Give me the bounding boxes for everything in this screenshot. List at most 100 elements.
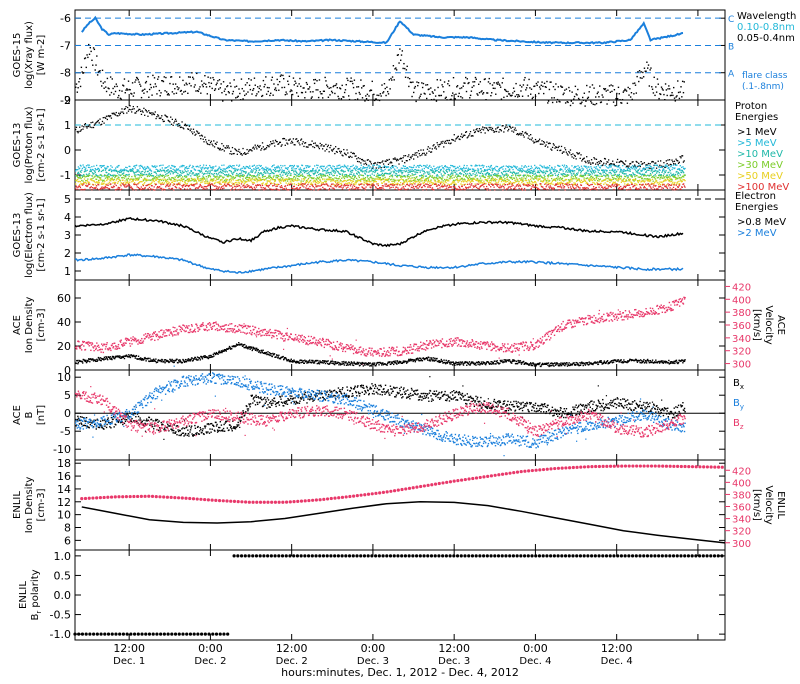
xray-short-series-point bbox=[565, 102, 566, 103]
xray-short-series-point bbox=[556, 101, 557, 102]
proton-series-2-point bbox=[181, 175, 182, 176]
proton-series-3-point bbox=[430, 175, 431, 176]
proton-series-3-point bbox=[82, 180, 83, 181]
proton-series-1-point bbox=[279, 167, 280, 168]
proton-series-0-point bbox=[192, 133, 193, 134]
proton-series-1-point bbox=[129, 166, 130, 167]
proton-series-1-point bbox=[591, 168, 592, 169]
proton-series-0-point bbox=[634, 164, 635, 165]
proton-series-3-point bbox=[558, 176, 559, 177]
proton-series-4-point bbox=[91, 179, 92, 180]
proton-series-1-point bbox=[512, 169, 513, 170]
proton-series-2-point bbox=[327, 169, 328, 170]
proton-series-0-point bbox=[593, 162, 594, 163]
proton-series-2-point bbox=[373, 171, 374, 172]
proton-series-4-point bbox=[419, 182, 420, 183]
proton-series-0-point bbox=[362, 159, 363, 160]
xray-short-series-point bbox=[316, 89, 317, 90]
xray-short-series-point bbox=[450, 99, 451, 100]
proton-series-4-point bbox=[225, 181, 226, 182]
proton-series-2-point bbox=[306, 170, 307, 171]
proton-series-0-point bbox=[447, 140, 448, 141]
proton-series-0-point bbox=[200, 138, 201, 139]
proton-series-0-point bbox=[424, 153, 425, 154]
xray-short-series-point bbox=[165, 77, 166, 78]
proton-series-0-point bbox=[189, 126, 190, 127]
xray-short-series-point bbox=[85, 57, 86, 58]
proton-series-0-point bbox=[330, 145, 331, 146]
proton-series-2-point bbox=[359, 174, 360, 175]
proton-series-2-point bbox=[558, 174, 559, 175]
proton-series-2-point bbox=[83, 174, 84, 175]
proton-series-3-point bbox=[95, 175, 96, 176]
proton-series-1-point bbox=[219, 167, 220, 168]
proton-series-3-point bbox=[431, 177, 432, 178]
proton-series-1-point bbox=[195, 170, 196, 171]
proton-series-4-point bbox=[198, 178, 199, 179]
proton-series-1-point bbox=[231, 167, 232, 168]
proton-series-3-point bbox=[598, 176, 599, 177]
proton-series-1-point bbox=[423, 165, 424, 166]
proton-series-3-point bbox=[231, 178, 232, 179]
proton-series-1-point bbox=[530, 168, 531, 169]
proton-series-3-point bbox=[345, 176, 346, 177]
proton-series-2-point bbox=[361, 170, 362, 171]
proton-series-4-point bbox=[250, 179, 251, 180]
proton-series-1-point bbox=[212, 166, 213, 167]
xray-short-series-point bbox=[342, 85, 343, 86]
proton-series-4-point bbox=[260, 178, 261, 179]
proton-series-4-point bbox=[106, 180, 107, 181]
xray-short-series-point bbox=[608, 99, 609, 100]
proton-series-2-point bbox=[219, 172, 220, 173]
proton-series-2-point bbox=[611, 173, 612, 174]
proton-series-0-point bbox=[317, 145, 318, 146]
proton-series-3-point bbox=[122, 177, 123, 178]
proton-series-3-point bbox=[126, 179, 127, 180]
xray-short-series-point bbox=[115, 91, 116, 92]
proton-series-1-point bbox=[198, 170, 199, 171]
proton-series-4-point bbox=[170, 180, 171, 181]
xray-short-series-point bbox=[404, 68, 405, 69]
proton-series-3-point bbox=[321, 175, 322, 176]
proton-series-2-point bbox=[156, 173, 157, 174]
proton-series-0-point bbox=[436, 148, 437, 149]
proton-series-3-point bbox=[266, 177, 267, 178]
xray-short-series-point bbox=[177, 89, 178, 90]
proton-series-3-point bbox=[334, 175, 335, 176]
xray-short-series-point bbox=[190, 76, 191, 77]
proton-series-2-point bbox=[655, 170, 656, 171]
proton-series-3-point bbox=[309, 175, 310, 176]
proton-series-4-point bbox=[264, 180, 265, 181]
proton-series-4-point bbox=[200, 182, 201, 183]
proton-series-0-point bbox=[460, 136, 461, 137]
xray-short-series-point bbox=[401, 54, 402, 55]
xray-short-series-point bbox=[398, 54, 399, 55]
proton-series-2-point bbox=[453, 171, 454, 172]
proton-series-3-point bbox=[572, 178, 573, 179]
proton-series-1-point bbox=[634, 166, 635, 167]
xray-short-series-point bbox=[359, 92, 360, 93]
xray-short-series-point bbox=[656, 91, 657, 92]
proton-series-2-point bbox=[533, 174, 534, 175]
proton-series-4-point bbox=[460, 178, 461, 179]
xray-short-series-point bbox=[103, 88, 104, 89]
proton-series-3-point bbox=[355, 176, 356, 177]
proton-series-1-point bbox=[85, 168, 86, 169]
xray-short-series-point bbox=[521, 86, 522, 87]
xray-short-series-point bbox=[102, 70, 103, 71]
xray-short-series-point bbox=[632, 83, 633, 84]
xray-short-series-point bbox=[381, 84, 382, 85]
proton-series-1-point bbox=[202, 167, 203, 168]
proton-series-4-point bbox=[404, 182, 405, 183]
proton-series-3-point bbox=[658, 177, 659, 178]
xray-short-series-point bbox=[645, 71, 646, 72]
proton-series-3-point bbox=[392, 176, 393, 177]
proton-series-3-point bbox=[475, 175, 476, 176]
proton-series-0-point bbox=[485, 132, 486, 133]
xray-short-series-point bbox=[594, 104, 595, 105]
proton-series-3-point bbox=[504, 178, 505, 179]
proton-series-1-point bbox=[81, 170, 82, 171]
proton-series-4-point bbox=[447, 180, 448, 181]
proton-series-4-point bbox=[290, 180, 291, 181]
xray-short-series-point bbox=[591, 102, 592, 103]
